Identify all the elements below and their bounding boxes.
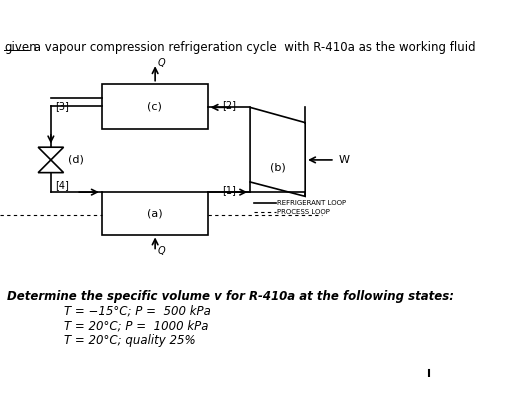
Polygon shape xyxy=(38,147,63,160)
Bar xyxy=(102,192,207,235)
Text: [4]: [4] xyxy=(55,180,69,191)
Text: PROCESS LOOP: PROCESS LOOP xyxy=(277,208,330,215)
Text: given: given xyxy=(4,41,37,54)
Text: Q: Q xyxy=(158,58,165,68)
Text: (c): (c) xyxy=(147,101,162,111)
Text: [3]: [3] xyxy=(55,102,69,111)
Text: T = 20°C; P =  1000 kPa: T = 20°C; P = 1000 kPa xyxy=(63,319,208,332)
Text: T = −15°C; P =  500 kPa: T = −15°C; P = 500 kPa xyxy=(63,305,211,318)
Text: [1]: [1] xyxy=(222,185,236,195)
Text: W: W xyxy=(338,155,349,165)
Text: (a): (a) xyxy=(147,208,162,218)
Text: Determine the specific volume v for R-410a at the following states:: Determine the specific volume v for R-41… xyxy=(7,290,454,303)
Polygon shape xyxy=(250,107,305,196)
Polygon shape xyxy=(38,160,63,173)
Text: (b): (b) xyxy=(270,162,286,172)
Text: (d): (d) xyxy=(68,155,84,165)
Text: T = 20°C; quality 25%: T = 20°C; quality 25% xyxy=(63,334,195,347)
Text: REFRIGERANT LOOP: REFRIGERANT LOOP xyxy=(277,200,346,206)
Text: [2]: [2] xyxy=(222,101,236,111)
Text: Q: Q xyxy=(158,246,165,257)
Bar xyxy=(102,84,207,129)
Text: a vapour compression refrigeration cycle  with R-410a as the working fluid: a vapour compression refrigeration cycle… xyxy=(30,41,475,54)
